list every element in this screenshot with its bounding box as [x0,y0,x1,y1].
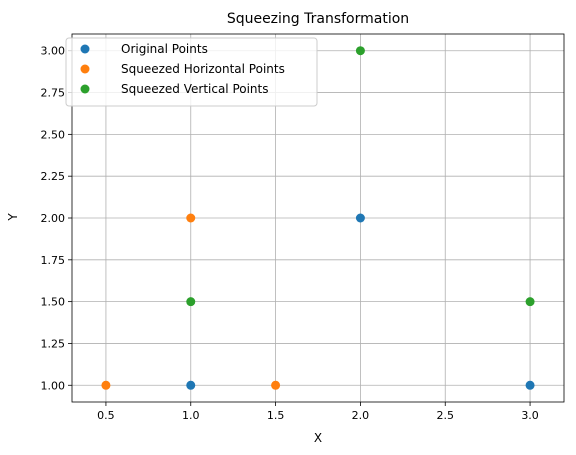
data-point [101,380,111,390]
legend-marker [80,64,90,74]
x-tick-label: 1.5 [267,409,285,422]
y-axis-label: Y [6,213,20,222]
legend: Original Points Squeezed Horizontal Point… [65,37,318,107]
y-tick-label: 1.25 [41,337,66,350]
legend-label: Original Points [121,42,208,56]
legend-box [65,37,318,107]
legend-label: Squeezed Vertical Points [121,82,269,96]
x-tick-label: 3.0 [521,409,539,422]
data-point [186,297,196,307]
legend-label: Squeezed Horizontal Points [121,62,285,76]
y-axis: 1.00 1.25 1.50 1.75 2.00 2.25 2.50 2.75 3.00 [41,45,72,392]
y-tick-label: 2.00 [41,212,66,225]
x-axis: 0.5 1.0 1.5 2.0 2.5 3.0 [97,402,539,422]
data-point [355,213,365,223]
x-tick-label: 2.0 [352,409,370,422]
y-tick-label: 2.50 [41,128,66,141]
y-tick-label: 2.25 [41,170,66,183]
data-point [525,297,535,307]
y-tick-label: 1.00 [41,379,66,392]
data-point [186,380,196,390]
data-point [271,380,281,390]
y-tick-label: 1.75 [41,254,66,267]
legend-marker [80,44,90,54]
x-tick-label: 2.5 [436,409,454,422]
chart-title: Squeezing Transformation [227,11,409,27]
x-tick-label: 0.5 [97,409,115,422]
data-point [186,213,196,223]
x-tick-label: 1.0 [182,409,200,422]
x-axis-label: X [314,431,322,445]
legend-marker [80,84,90,94]
y-tick-label: 2.75 [41,87,66,100]
y-tick-label: 3.00 [41,45,66,58]
data-point [355,46,365,56]
data-points [101,46,535,390]
data-point [525,380,535,390]
y-tick-label: 1.50 [41,296,66,309]
